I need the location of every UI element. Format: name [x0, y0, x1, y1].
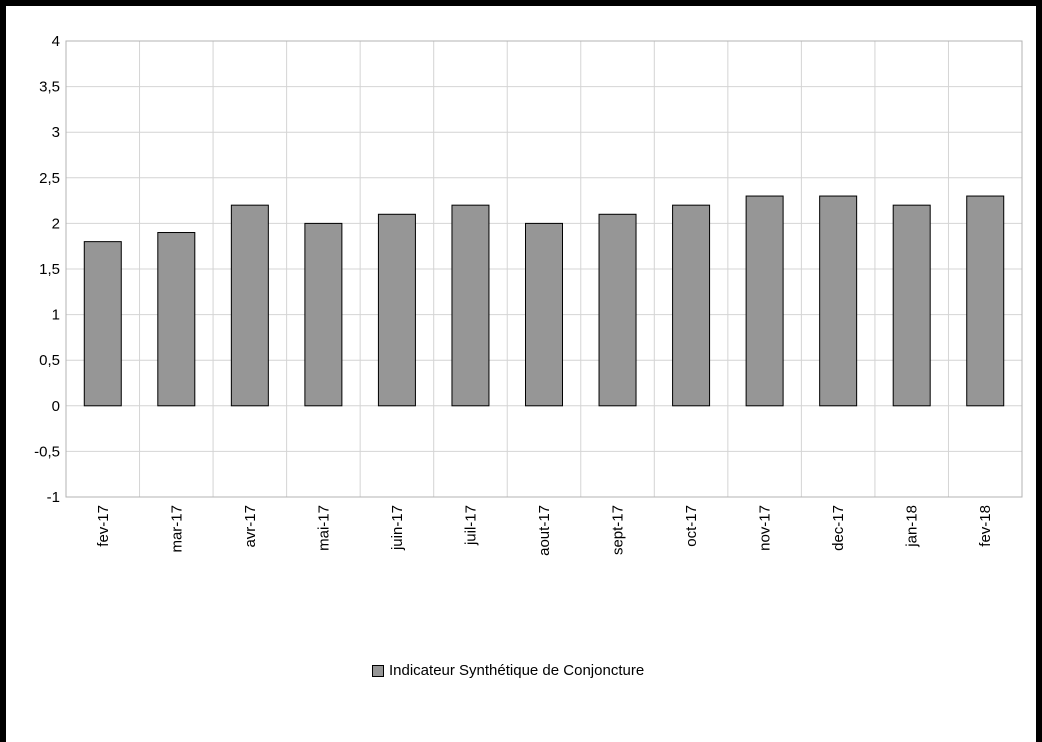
x-tick-label: fev-18: [977, 505, 994, 547]
y-axis-labels: 4 3,5 3 2,5 2 1,5 1 0,5 0 -0,5 -1: [34, 33, 60, 506]
y-tick-label: 3,5: [39, 79, 60, 96]
y-tick-label: 0,5: [39, 352, 60, 369]
x-tick-label: jan-18: [904, 505, 921, 548]
x-tick-label: sept-17: [610, 505, 627, 555]
x-tick-label: juin-17: [389, 505, 406, 551]
bar-mai-17: [304, 222, 343, 407]
x-tick-label: aout-17: [536, 505, 553, 556]
x-tick-label: mar-17: [168, 505, 185, 553]
bar-fev-18: [966, 195, 1005, 407]
x-axis-labels: fev-17 mar-17 avr-17 mai-17 juin-17 juil-17 ao…: [95, 505, 994, 556]
y-tick-label: -1: [47, 489, 60, 506]
bar-fev-17: [83, 241, 122, 407]
x-tick-label: fev-17: [95, 505, 112, 547]
legend: Indicateur Synthétique de Conjoncture: [372, 662, 644, 679]
y-tick-label: 1,5: [39, 261, 60, 278]
y-tick-label: 2: [52, 215, 60, 232]
bars: [83, 195, 1005, 407]
x-tick-label: juil-17: [462, 505, 479, 546]
y-tick-label: -0,5: [34, 443, 60, 460]
legend-label: Indicateur Synthétique de Conjoncture: [389, 662, 645, 679]
x-tick-label: avr-17: [242, 505, 259, 548]
y-tick-label: 2,5: [39, 170, 60, 187]
bar-mar-17: [157, 232, 196, 407]
bar-oct-17: [672, 204, 711, 407]
y-tick-label: 1: [52, 307, 60, 324]
x-tick-label: dec-17: [830, 505, 847, 551]
bar-nov-17: [745, 195, 784, 407]
y-tick-label: 4: [52, 33, 60, 50]
plot-area-border: [65, 40, 1023, 498]
x-tick-label: oct-17: [683, 505, 700, 547]
bar-juil-17: [451, 204, 490, 407]
bar-dec-17: [819, 195, 858, 407]
bar-sept-17: [598, 213, 637, 407]
x-tick-label: mai-17: [315, 505, 332, 551]
y-tick-label: 3: [52, 124, 60, 141]
bar-juin-17: [377, 213, 416, 407]
bar-aout-17: [525, 222, 563, 407]
y-tick-label: 0: [52, 398, 60, 415]
bar-jan-18: [892, 204, 931, 407]
legend-swatch: [372, 664, 384, 677]
bar-avr-17: [230, 204, 269, 407]
x-tick-label: nov-17: [757, 505, 774, 551]
